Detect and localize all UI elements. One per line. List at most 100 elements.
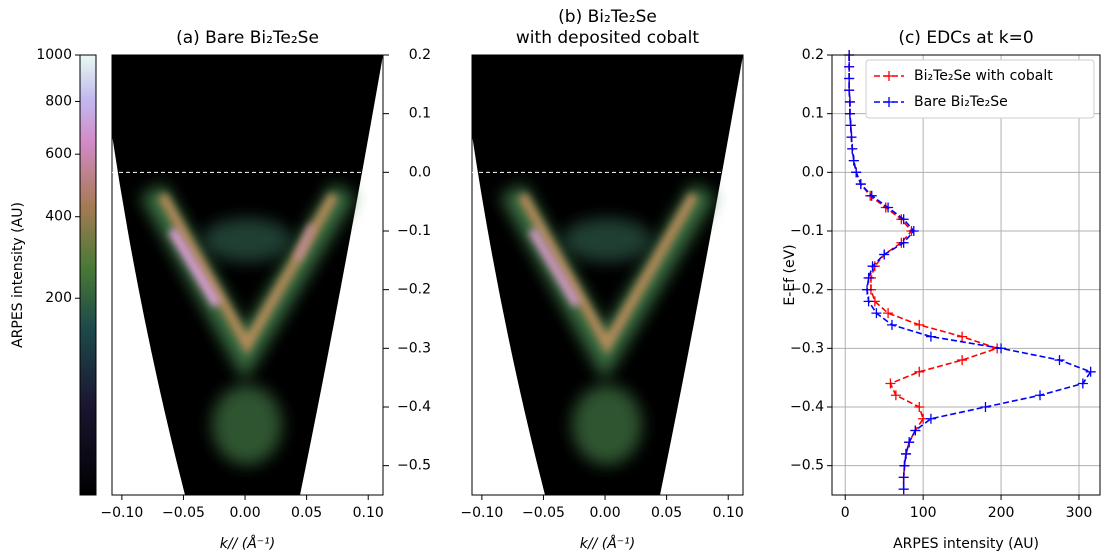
data-point — [845, 120, 856, 131]
x-tick-label: 200 — [988, 505, 1015, 521]
legend-label: Bi₂Te₂Se with cobalt — [914, 68, 1053, 84]
data-point — [863, 296, 874, 307]
band-glow — [212, 385, 282, 465]
data-point — [883, 308, 894, 319]
heatmap-bands — [140, 183, 356, 465]
band-core — [517, 192, 699, 356]
band-core — [294, 223, 315, 262]
legend-marker — [884, 71, 894, 81]
x-tick-label: 0.10 — [713, 505, 744, 521]
colorbar-tick-label: 200 — [45, 290, 72, 306]
data-point — [871, 308, 882, 319]
y-tick-label: −0.4 — [397, 399, 431, 415]
data-point — [844, 108, 855, 119]
chart-title: (c) EDCs at k=0 — [898, 28, 1033, 48]
data-point — [898, 472, 909, 483]
x-tick-label: 300 — [1066, 505, 1093, 521]
axes-frame — [111, 54, 384, 496]
x-tick-label: −0.05 — [522, 505, 565, 521]
data-point — [898, 237, 909, 248]
data-point — [846, 132, 857, 143]
data-point — [848, 155, 859, 166]
x-axis-label: k// (Å⁻¹) — [580, 535, 636, 552]
colorbar — [79, 54, 97, 496]
data-point — [925, 331, 936, 342]
x-tick-label: −0.05 — [162, 505, 205, 521]
x-axis-label: k// (Å⁻¹) — [220, 535, 276, 552]
y-tick-label: −0.3 — [790, 340, 824, 356]
heatmap-background — [472, 55, 743, 495]
y-tick-label: 0.1 — [409, 106, 431, 122]
data-point — [898, 214, 909, 225]
y-tick-label: 0.0 — [409, 164, 431, 180]
x-tick-label: 0.00 — [589, 505, 620, 521]
chart-title: with deposited cobalt — [516, 28, 699, 48]
heatmap-background — [112, 55, 383, 495]
data-point — [879, 249, 890, 260]
colorbar-tick-label: 1000 — [36, 47, 72, 63]
data-point — [847, 143, 858, 154]
x-tick-label: 0.00 — [229, 505, 260, 521]
data-point — [996, 343, 1007, 354]
data-point — [957, 355, 968, 366]
x-tick-label: −0.10 — [460, 505, 503, 521]
y-tick-label: −0.1 — [790, 223, 824, 239]
y-axis-label: E-Ef (eV) — [782, 244, 798, 305]
data-point — [914, 402, 925, 412]
data-point — [886, 319, 897, 330]
colorbar-tick-label: 600 — [45, 146, 72, 162]
x-tick-label: 0.05 — [291, 505, 322, 521]
y-tick-label: −0.2 — [790, 282, 824, 298]
plot-area — [832, 55, 1100, 495]
data-point — [914, 366, 925, 377]
data-point — [898, 484, 909, 495]
data-point — [867, 261, 878, 272]
data-point — [866, 190, 877, 201]
data-point — [863, 272, 874, 283]
data-point — [844, 73, 855, 84]
legend-label: Bare Bi₂Te₂Se — [914, 94, 1008, 110]
heatmap-bands — [500, 183, 716, 465]
y-tick-label: 0.0 — [802, 164, 824, 180]
data-point — [844, 85, 855, 96]
data-point — [851, 167, 862, 178]
data-point — [899, 460, 910, 471]
data-point — [1077, 378, 1088, 389]
y-tick-label: 0.2 — [802, 47, 824, 63]
axes-frame — [831, 54, 1101, 496]
y-tick-label: 0.1 — [802, 106, 824, 122]
x-axis-label: ARPES intensity (AU) — [893, 536, 1039, 552]
x-tick-label: −0.10 — [100, 505, 143, 521]
y-tick-label: −0.2 — [397, 282, 431, 298]
y-tick-label: −0.3 — [397, 340, 431, 356]
data-point — [980, 402, 991, 412]
data-point — [1085, 366, 1096, 377]
data-point — [855, 179, 866, 190]
data-point — [862, 284, 873, 295]
y-tick-label: 0.2 — [409, 47, 431, 63]
x-tick-label: 100 — [910, 505, 937, 521]
data-point — [1054, 355, 1065, 366]
data-point — [890, 390, 901, 401]
band-core — [168, 227, 221, 308]
data-point — [904, 437, 915, 448]
y-tick-label: −0.5 — [397, 458, 431, 474]
data-point — [844, 96, 855, 107]
band-glow — [202, 218, 292, 262]
band-core — [528, 227, 581, 308]
x-tick-label: 0 — [841, 505, 850, 521]
data-point — [957, 331, 968, 342]
band-glow — [572, 385, 642, 465]
chart-title: (b) Bi₂Te₂Se — [558, 7, 657, 27]
data-point — [914, 319, 925, 330]
colorbar-tick-label: 800 — [45, 93, 72, 109]
data-point — [908, 226, 919, 236]
axes-frame — [471, 54, 744, 496]
legend-marker — [884, 97, 894, 107]
data-point — [925, 413, 936, 424]
data-point — [1035, 390, 1046, 401]
data-point — [844, 61, 855, 72]
x-tick-label: 0.10 — [353, 505, 384, 521]
x-tick-label: 0.05 — [651, 505, 682, 521]
